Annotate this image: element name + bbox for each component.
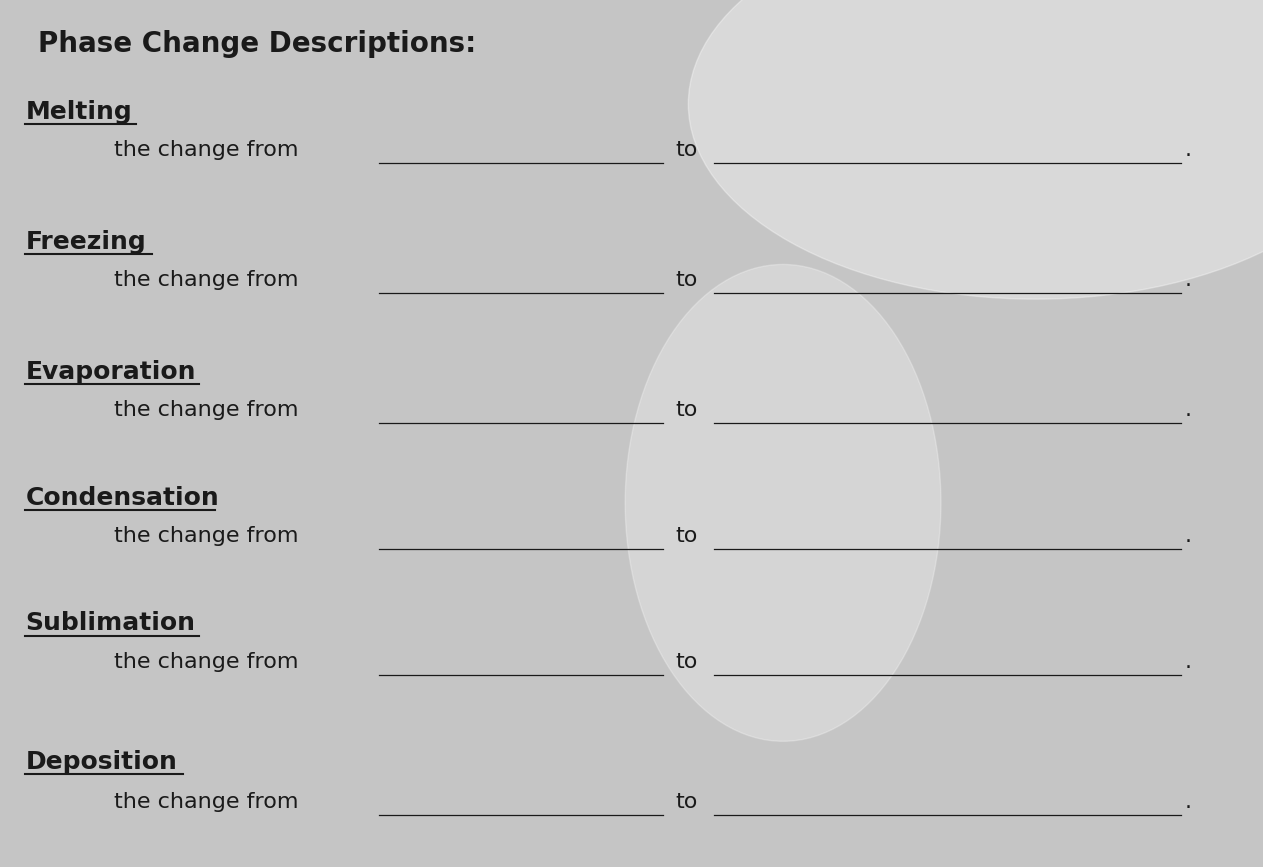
Text: to: to [676,140,698,160]
Text: to: to [676,526,698,546]
Text: the change from: the change from [114,652,298,672]
Text: the change from: the change from [114,140,298,160]
Text: the change from: the change from [114,792,298,812]
Text: Freezing: Freezing [25,230,147,254]
Text: .: . [1185,401,1192,420]
Text: .: . [1185,792,1192,812]
Text: to: to [676,271,698,290]
Ellipse shape [625,264,941,741]
Text: to: to [676,792,698,812]
Text: Melting: Melting [25,100,133,124]
Text: to: to [676,652,698,672]
Text: Deposition: Deposition [25,750,177,774]
Text: Condensation: Condensation [25,486,218,510]
Text: Evaporation: Evaporation [25,360,196,384]
Text: Sublimation: Sublimation [25,611,196,636]
Text: to: to [676,401,698,420]
Text: Phase Change Descriptions:: Phase Change Descriptions: [38,30,476,58]
Ellipse shape [688,0,1263,299]
Text: .: . [1185,652,1192,672]
Text: .: . [1185,526,1192,546]
Text: .: . [1185,271,1192,290]
Text: .: . [1185,140,1192,160]
Text: the change from: the change from [114,526,298,546]
Text: the change from: the change from [114,401,298,420]
Text: the change from: the change from [114,271,298,290]
